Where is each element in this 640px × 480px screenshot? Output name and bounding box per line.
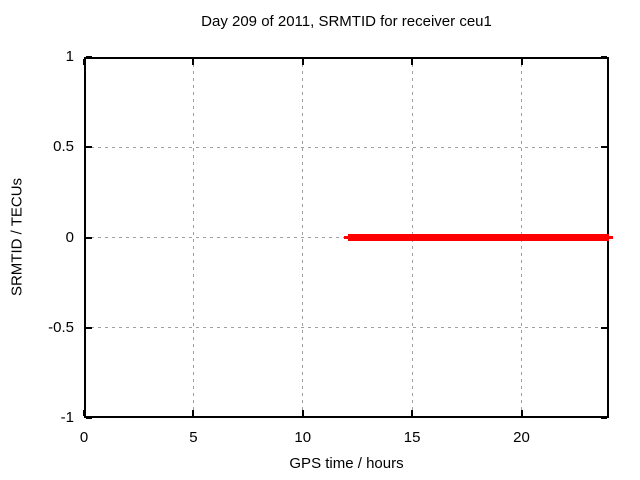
series-line [348,234,609,241]
x-tick-top [520,59,523,65]
x-axis-label: GPS time / hours [289,455,404,472]
x-tick-top [411,59,414,65]
x-tick-bottom [301,410,304,416]
y-tick-left [86,326,92,329]
x-tick-top [192,59,195,65]
y-tick-label: -1 [60,409,74,426]
x-tick-bottom [411,410,414,416]
y-tick-right [601,56,607,58]
chart-title: Day 209 of 2011, SRMTID for receiver ceu… [201,13,492,30]
y-tick-label: 1 [65,48,74,65]
y-tick-left [86,236,92,239]
y-gridline [84,146,609,148]
x-tick-label: 20 [513,429,530,446]
x-tick-bottom [192,410,195,416]
y-tick-right [601,326,607,329]
x-tick-label: 15 [403,429,421,446]
x-tick-top [301,59,304,65]
y-tick-label: 0 [65,228,74,246]
x-tick-bottom [520,410,523,416]
y-axis-label: SRMTID / TECUs [8,177,26,297]
y-tick-left [86,417,92,419]
y-tick-right [601,146,607,149]
x-tick-label: 0 [79,429,89,446]
x-tick-bottom [83,410,85,416]
series-line-start-cap [344,236,352,239]
y-tick-left [86,56,92,58]
y-tick-left [86,146,92,149]
x-tick-label: 10 [294,429,312,446]
y-tick-label: -0.5 [48,318,74,336]
x-tick-top [83,59,85,65]
y-gridline [84,327,609,329]
x-tick-label: 5 [189,429,198,446]
y-tick-label: 0.5 [53,138,74,156]
series-line-end-cap [609,236,613,239]
y-tick-right [601,417,607,419]
